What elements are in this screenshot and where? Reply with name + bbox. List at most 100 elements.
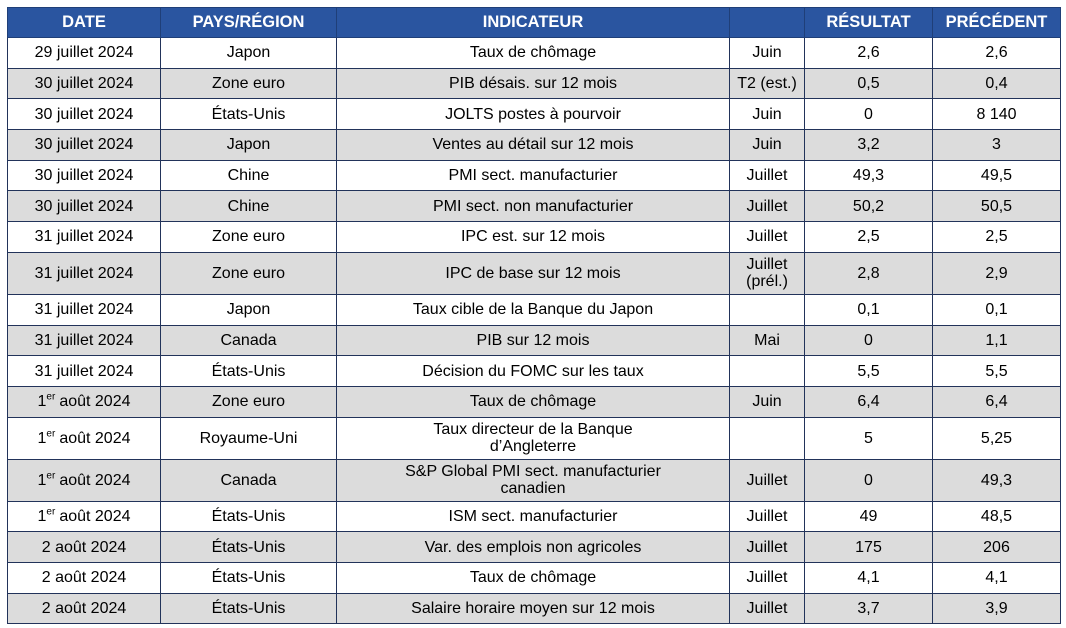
region-cell: Zone euro xyxy=(160,221,337,253)
result-cell: 50,2 xyxy=(804,190,933,223)
date-cell: 30 juillet 2024 xyxy=(7,129,161,161)
result-cell: 2,8 xyxy=(804,251,933,295)
table-row: 2 août 2024 États-Unis Salaire horaire moy… xyxy=(7,592,1061,625)
previous-cell: 6,4 xyxy=(932,385,1061,418)
indicator-cell: Taux de chômage xyxy=(336,37,730,69)
indicator-line: PMI sect. manufacturier xyxy=(448,167,618,185)
date-cell: 31 juillet 2024 xyxy=(7,355,161,387)
previous-cell: 3,9 xyxy=(932,592,1061,625)
indicator-line: Taux de chômage xyxy=(469,569,597,587)
date-cell: 2 août 2024 xyxy=(7,561,161,594)
date-suffix: er xyxy=(46,428,56,440)
result-cell: 4,1 xyxy=(804,561,933,594)
date-rest: août 2024 xyxy=(59,507,131,525)
period-cell: Juin xyxy=(729,37,805,69)
indicator-cell: Taux de chômage xyxy=(336,561,730,594)
region-cell: Canada xyxy=(160,324,337,357)
indicator-line: S&P Global PMI sect. manufacturier xyxy=(405,463,661,481)
date-day: 1 xyxy=(37,507,47,525)
indicator-line: Taux cible de la Banque du Japon xyxy=(412,301,654,319)
table-body: 29 juillet 2024 Japon Taux de chômage Juin 2… xyxy=(7,37,1061,625)
indicator-cell: Salaire horaire moyen sur 12 mois xyxy=(336,592,730,625)
result-cell: 3,2 xyxy=(804,129,933,161)
table-row: 30 juillet 2024 États-Unis JOLTS postes à … xyxy=(7,98,1061,131)
previous-cell: 2,6 xyxy=(932,37,1061,69)
region-cell: Japon xyxy=(160,37,337,69)
result-cell: 0 xyxy=(804,458,933,502)
result-cell: 0 xyxy=(804,98,933,131)
indicator-line: d’Angleterre xyxy=(489,438,577,456)
date-rest: août 2024 xyxy=(59,393,131,411)
date-rest: août 2024 xyxy=(59,471,131,489)
indicator-cell: PIB sur 12 mois xyxy=(336,324,730,357)
region-cell: Japon xyxy=(160,293,337,326)
region-cell: États-Unis xyxy=(160,500,337,533)
table-row: 30 juillet 2024 Chine PMI sect. manufactur… xyxy=(7,159,1061,192)
indicator-line: JOLTS postes à pourvoir xyxy=(445,105,621,123)
indicator-cell: Taux cible de la Banque du Japon xyxy=(336,293,730,326)
table-row: 31 juillet 2024 Japon Taux cible de la Ban… xyxy=(7,293,1061,326)
header-cell: INDICATEUR xyxy=(336,7,730,38)
result-cell: 49,3 xyxy=(804,159,933,192)
period-cell: T2 (est.) xyxy=(729,67,805,100)
date-cell: 1er août 2024 xyxy=(7,416,161,460)
previous-cell: 48,5 xyxy=(932,500,1061,533)
table-row: 2 août 2024 États-Unis Taux de chômage Juil… xyxy=(7,561,1061,594)
period-cell: Juillet (prél.) xyxy=(729,251,805,295)
data-table: DATE PAYS/RÉGION INDICATEUR RÉSULTAT PRÉ… xyxy=(7,7,1061,625)
indicator-cell: IPC est. sur 12 mois xyxy=(336,221,730,253)
indicator-line: PIB sur 12 mois xyxy=(476,331,590,349)
period-cell: Mai xyxy=(729,324,805,357)
date-suffix: er xyxy=(46,391,56,403)
previous-cell: 5,25 xyxy=(932,416,1061,460)
period-cell: Juillet xyxy=(729,561,805,594)
previous-cell: 0,1 xyxy=(932,293,1061,326)
previous-cell: 49,3 xyxy=(932,458,1061,502)
period-cell: Juin xyxy=(729,129,805,161)
header-cell: PRÉCÉDENT xyxy=(932,7,1061,38)
period-cell: Juillet xyxy=(729,190,805,223)
date-cell: 31 juillet 2024 xyxy=(7,221,161,253)
table-row: 31 juillet 2024 Canada PIB sur 12 mois Mai 0… xyxy=(7,324,1061,357)
result-cell: 0 xyxy=(804,324,933,357)
date-cell: 2 août 2024 xyxy=(7,531,161,563)
indicator-line: Décision du FOMC sur les taux xyxy=(422,362,644,380)
date-cell: 31 juillet 2024 xyxy=(7,293,161,326)
date-cell: 1er août 2024 xyxy=(7,500,161,533)
previous-cell: 49,5 xyxy=(932,159,1061,192)
result-cell: 0,5 xyxy=(804,67,933,100)
date-rest: août 2024 xyxy=(59,429,131,447)
indicator-line: ISM sect. manufacturier xyxy=(448,507,618,525)
indicator-line: Var. des emplois non agricoles xyxy=(424,538,642,556)
result-cell: 2,5 xyxy=(804,221,933,253)
date-day: 1 xyxy=(37,429,47,447)
date-cell: 30 juillet 2024 xyxy=(7,190,161,223)
result-cell: 5,5 xyxy=(804,355,933,387)
indicator-line: Taux de chômage xyxy=(469,393,597,411)
date-cell: 1er août 2024 xyxy=(7,458,161,502)
region-cell: Zone euro xyxy=(160,67,337,100)
indicator-line: PIB désais. sur 12 mois xyxy=(448,75,618,93)
period-cell: Juillet xyxy=(729,531,805,563)
table-row: 30 juillet 2024 Zone euro PIB désais. sur … xyxy=(7,67,1061,100)
result-cell: 49 xyxy=(804,500,933,533)
period-cell xyxy=(729,416,805,460)
indicator-line: Taux de chômage xyxy=(469,44,597,62)
region-cell: Japon xyxy=(160,129,337,161)
table-row: 29 juillet 2024 Japon Taux de chômage Juin 2… xyxy=(7,37,1061,69)
date-cell: 30 juillet 2024 xyxy=(7,98,161,131)
result-cell: 0,1 xyxy=(804,293,933,326)
date-suffix: er xyxy=(46,506,56,518)
result-cell: 6,4 xyxy=(804,385,933,418)
indicator-cell: JOLTS postes à pourvoir xyxy=(336,98,730,131)
indicator-cell: Taux de chômage xyxy=(336,385,730,418)
indicator-cell: PMI sect. manufacturier xyxy=(336,159,730,192)
indicator-line: Ventes au détail sur 12 mois xyxy=(432,136,634,154)
result-cell: 175 xyxy=(804,531,933,563)
region-cell: Chine xyxy=(160,159,337,192)
indicator-line: IPC de base sur 12 mois xyxy=(445,264,621,282)
region-cell: Zone euro xyxy=(160,385,337,418)
period-cell xyxy=(729,355,805,387)
previous-cell: 2,5 xyxy=(932,221,1061,253)
